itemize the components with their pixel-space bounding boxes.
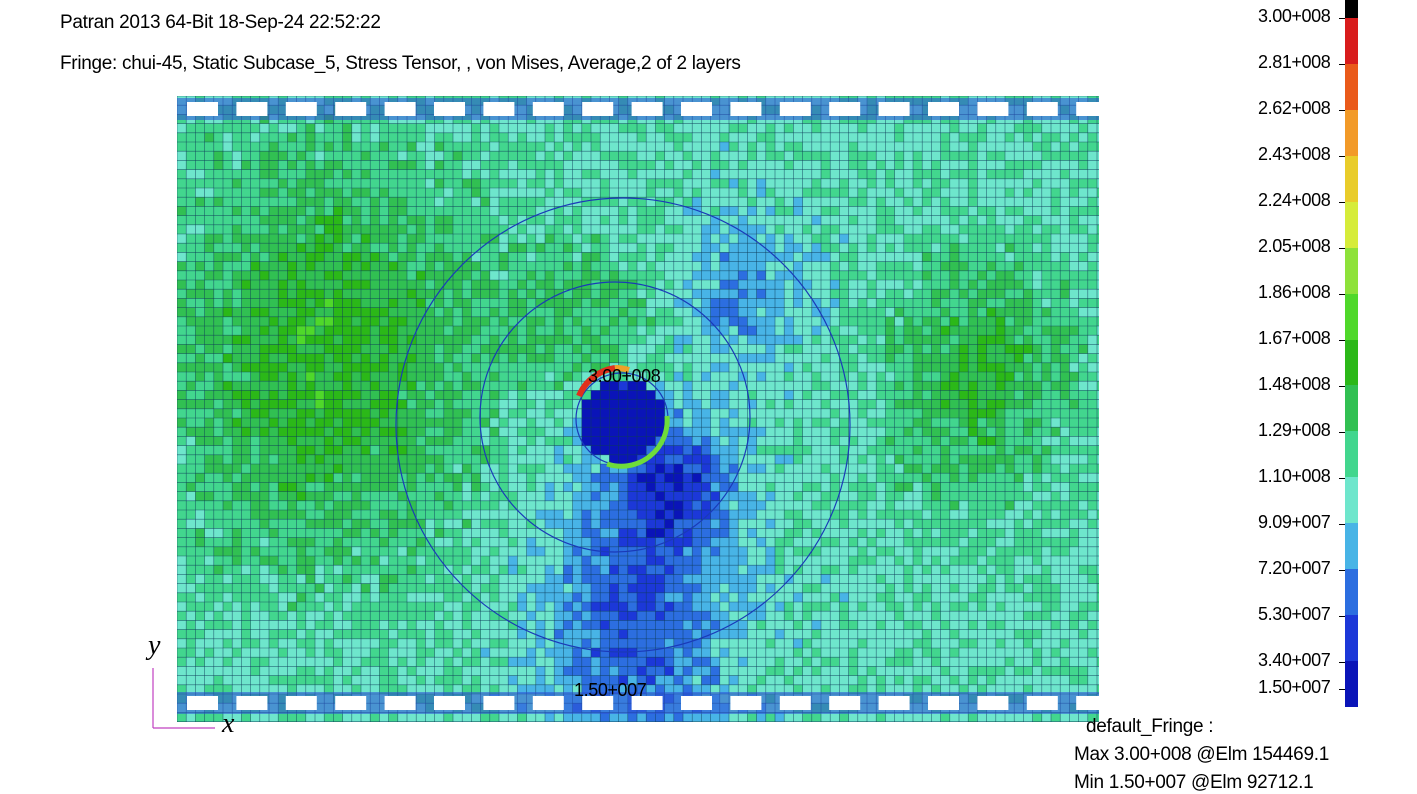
x-axis-label: x [222,708,234,740]
legend-tick [1339,202,1345,203]
legend-label: 2.43+008 [1258,144,1330,165]
legend-tick [1339,386,1345,387]
legend-color-segment [1345,523,1358,569]
legend-color-segment [1345,340,1358,386]
legend-tick [1339,570,1345,571]
fringe-summary-title: default_Fringe : [1086,716,1213,738]
legend-color-bar [1345,0,1358,707]
legend-label: 2.62+008 [1258,98,1330,119]
legend-label: 1.67+008 [1258,328,1330,349]
legend-tick [1339,110,1345,111]
legend-label: 7.20+007 [1258,558,1330,579]
legend-color-segment [1345,431,1358,477]
legend-color-segment [1345,615,1358,661]
legend-color-segment [1345,0,1358,18]
legend-color-segment [1345,202,1358,248]
legend-tick [1339,340,1345,341]
legend-color-segment [1345,156,1358,202]
legend-color-segment [1345,64,1358,110]
legend-color-segment [1345,18,1358,64]
legend-label: 1.50+007 [1258,677,1330,698]
legend-tick [1339,18,1345,19]
app-title: Patran 2013 64-Bit 18-Sep-24 22:52:22 [60,12,381,34]
legend-color-segment [1345,248,1358,294]
legend-tick [1339,478,1345,479]
legend-tick [1339,524,1345,525]
legend-tick [1339,689,1345,690]
fe-mesh-plot [177,96,1099,722]
legend-color-segment [1345,477,1358,523]
fringe-description: Fringe: chui-45, Static Subcase_5, Stres… [60,53,741,75]
min-value-marker: 1.50+007 [574,680,646,701]
legend-label: 3.40+007 [1258,650,1330,671]
legend-label: 1.29+008 [1258,420,1330,441]
legend-label: 1.86+008 [1258,282,1330,303]
legend-label: 5.30+007 [1258,604,1330,625]
legend-label: 3.00+008 [1258,6,1330,27]
legend-label: 2.05+008 [1258,236,1330,257]
legend-color-segment [1345,569,1358,615]
legend-tick [1339,248,1345,249]
legend-label: 9.09+007 [1258,512,1330,533]
legend-color-segment [1345,661,1358,707]
y-axis-label: y [148,630,160,662]
legend-tick [1339,294,1345,295]
legend-tick [1339,432,1345,433]
max-value-marker: 3.00+008 [588,366,660,387]
legend-tick [1339,662,1345,663]
legend-label: 2.81+008 [1258,52,1330,73]
coordinate-triad: y x [140,630,250,740]
legend-label: 2.24+008 [1258,190,1330,211]
legend-label: 1.48+008 [1258,374,1330,395]
legend-color-segment [1345,294,1358,340]
legend-tick [1339,616,1345,617]
legend-color-segment [1345,110,1358,156]
fringe-plot-viewport[interactable] [177,96,1099,722]
legend-tick [1339,64,1345,65]
fringe-summary-max: Max 3.00+008 @Elm 154469.1 [1074,744,1329,766]
legend-label: 1.10+008 [1258,466,1330,487]
legend-tick [1339,156,1345,157]
legend-color-segment [1345,385,1358,431]
